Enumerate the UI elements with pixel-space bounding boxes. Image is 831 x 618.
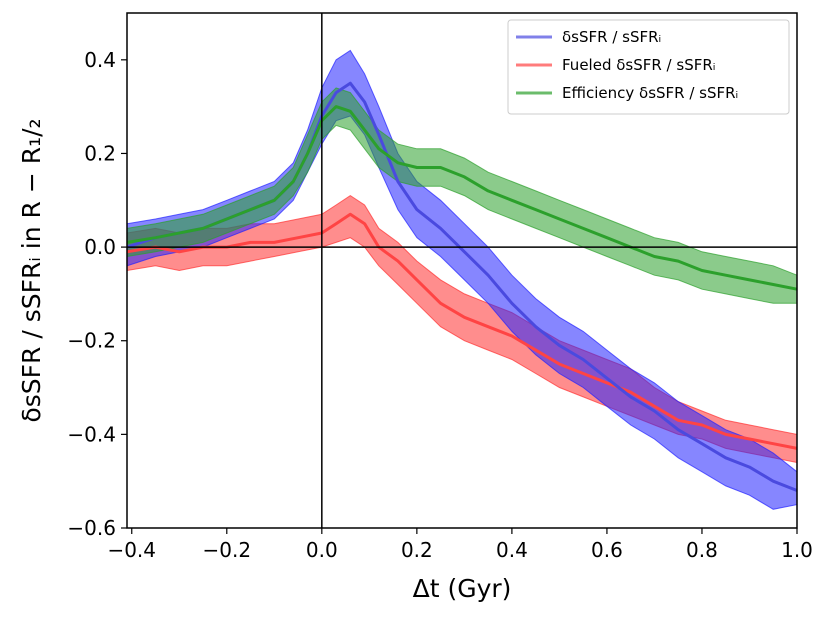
x-tick-label: 0.8 [686, 538, 718, 562]
line-fueled [126, 212, 798, 450]
x-tick-label: 0.6 [591, 538, 623, 562]
x-axis-ticks: −0.4 −0.2 0.0 0.2 0.4 0.6 0.8 1.0 [107, 528, 813, 562]
y-tick-label: 0.0 [84, 235, 116, 259]
y-axis-label: δsSFR / sSFRᵢ in R − R₁/₂ [17, 118, 46, 422]
x-tick-label: 0.2 [401, 538, 433, 562]
series-lines [126, 81, 798, 492]
y-tick-label: −0.6 [67, 516, 116, 540]
x-tick-label: 1.0 [781, 538, 813, 562]
y-tick-label: 0.2 [84, 141, 116, 165]
y-tick-label: −0.2 [67, 329, 116, 353]
y-tick-label: 0.4 [84, 48, 116, 72]
x-tick-label: 0.0 [306, 538, 338, 562]
y-tick-label: −0.4 [67, 422, 116, 446]
x-tick-label: −0.2 [202, 538, 251, 562]
y-axis-ticks: −0.6 −0.4 −0.2 0.0 0.2 0.4 [67, 48, 127, 540]
reference-lines [127, 13, 797, 528]
plot-frame [126, 12, 798, 529]
legend-label-fueled: Fueled δsSFR / sSFRᵢ [562, 56, 715, 74]
legend-label-efficiency: Efficiency δsSFR / sSFRᵢ [562, 84, 738, 102]
line-efficiency [126, 105, 798, 291]
x-axis-label: Δt (Gyr) [413, 574, 512, 603]
x-tick-label: 0.4 [496, 538, 528, 562]
legend-label-total: δsSFR / sSFRᵢ [562, 28, 661, 46]
x-tick-label: −0.4 [107, 538, 156, 562]
legend: δsSFR / sSFRᵢ Fueled δsSFR / sSFRᵢ Effic… [507, 19, 790, 115]
legend-box [507, 19, 790, 115]
